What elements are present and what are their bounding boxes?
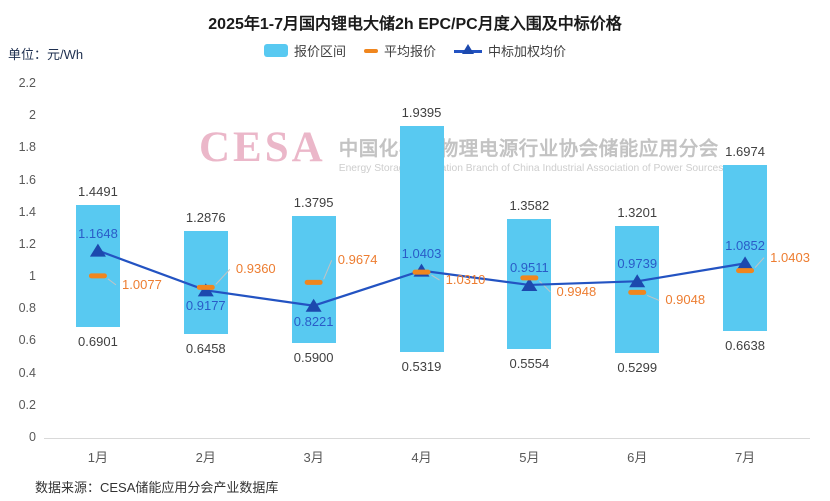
bar-max-label: 1.3201 [617, 204, 658, 220]
y-axis-tick-label: 2.2 [18, 76, 36, 90]
range-bar [615, 225, 660, 353]
x-axis-tick-label: 5月 [519, 450, 540, 465]
legend-wavg-label: 中标加权均价 [488, 44, 567, 59]
avg-dash-marker [736, 268, 755, 274]
avg-dash-marker [304, 279, 323, 285]
bar-max-label: 1.3795 [293, 195, 334, 211]
bar-min-label: 0.5900 [293, 350, 334, 366]
bar-min-label: 0.5554 [509, 355, 550, 371]
wavg-value-label: 1.0852 [725, 238, 765, 254]
range-bar [75, 204, 120, 327]
avg-leader-line [107, 278, 117, 286]
legend: 报价区间 平均报价 中标加权均价 [0, 41, 830, 60]
wavg-value-label: 0.9511 [509, 259, 549, 275]
y-axis-tick-label: 0.2 [18, 397, 36, 412]
avg-leader-line [754, 257, 765, 268]
range-bar [291, 216, 336, 344]
x-axis-line [44, 438, 810, 439]
avg-dash-marker [196, 284, 215, 290]
range-bar [183, 230, 228, 335]
y-axis-tick-label: 0.8 [18, 301, 36, 316]
avg-dash-marker [412, 269, 431, 275]
avg-value-label: 1.0403 [770, 249, 810, 265]
y-axis-tick-label: 1.6 [18, 172, 36, 187]
legend-avg-label: 平均报价 [383, 44, 436, 59]
chart-title: 2025年1-7月国内锂电大储2h EPC/PC月度入围及中标价格 [208, 16, 622, 33]
wavg-value-label: 0.9739 [617, 256, 658, 272]
wavg-value-label: 1.1648 [78, 225, 118, 241]
y-axis-tick-label: 1.2 [18, 236, 36, 251]
bar-min-label: 0.6458 [185, 341, 226, 357]
unit-label: 单位：元/Wh [8, 47, 84, 62]
bar-max-label: 1.3582 [509, 198, 550, 214]
y-axis-tick-label: 0.6 [18, 333, 36, 348]
x-axis-tick-label: 4月 [411, 450, 432, 465]
avg-leader-line [647, 294, 660, 301]
legend-item-avg[interactable]: 平均报价 [363, 41, 436, 60]
x-axis-tick-label: 3月 [303, 450, 324, 465]
legend-item-wavg[interactable]: 中标加权均价 [454, 41, 566, 60]
avg-leader-line [431, 274, 440, 281]
bar-max-label: 1.4491 [78, 183, 118, 199]
y-axis-tick-label: 2 [29, 108, 36, 123]
y-axis-tick-label: 0 [29, 430, 36, 444]
avg-value-label: 1.0310 [445, 272, 486, 288]
avg-value-label: 0.9360 [235, 261, 276, 277]
bar-min-label: 0.5299 [617, 359, 658, 375]
avg-dash-marker [520, 275, 539, 281]
avg-dash-marker [88, 273, 107, 279]
x-axis-tick-label: 2月 [195, 450, 216, 465]
y-axis-tick-label: 1 [29, 269, 36, 284]
avg-dash-icon [363, 48, 378, 53]
avg-leader-line [539, 280, 551, 293]
source-note: 数据来源：CESA储能应用分会产业数据库 [35, 480, 279, 495]
avg-value-label: 0.9948 [556, 283, 597, 299]
avg-leader-line [323, 260, 333, 280]
legend-item-range[interactable]: 报价区间 [263, 41, 346, 60]
avg-dash-marker [628, 289, 647, 295]
wavg-line-triangle-icon [454, 44, 482, 57]
bar-max-label: 1.9395 [401, 104, 442, 120]
wavg-triangle-marker [737, 256, 754, 270]
wavg-triangle-marker [521, 277, 538, 291]
wavg-value-label: 0.9177 [185, 298, 226, 314]
wavg-triangle-marker [629, 274, 646, 288]
avg-value-label: 1.0077 [122, 276, 162, 292]
x-axis-tick-label: 7月 [734, 450, 756, 465]
x-axis-tick-label: 1月 [87, 450, 109, 465]
y-axis-tick-label: 1.4 [18, 204, 36, 219]
avg-leader-line [215, 269, 231, 285]
legend-range-label: 报价区间 [293, 44, 346, 59]
avg-value-label: 0.9048 [665, 292, 706, 308]
y-axis-tick-label: 0.4 [18, 365, 36, 380]
y-axis-tick-label: 1.8 [18, 140, 36, 155]
range-swatch-icon [263, 44, 288, 57]
range-bar [723, 164, 768, 332]
range-bar [399, 125, 444, 353]
bar-max-label: 1.6974 [725, 143, 765, 159]
wavg-value-label: 0.8221 [293, 313, 334, 329]
bar-max-label: 1.2876 [185, 209, 226, 225]
x-axis-tick-label: 6月 [627, 450, 648, 465]
avg-value-label: 0.9674 [337, 252, 378, 268]
bar-min-label: 0.6901 [78, 333, 118, 349]
wavg-triangle-marker [305, 298, 322, 312]
bar-min-label: 0.6638 [725, 338, 765, 354]
wavg-value-label: 1.0403 [401, 245, 442, 261]
bar-min-label: 0.5319 [401, 359, 442, 375]
wavg-triangle-marker [89, 243, 106, 257]
